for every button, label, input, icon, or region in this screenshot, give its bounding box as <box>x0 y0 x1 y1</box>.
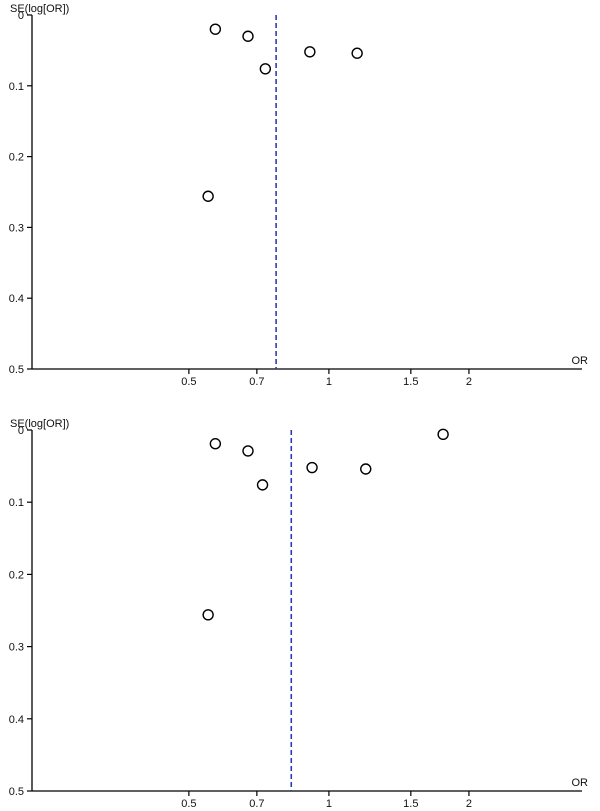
study-point <box>437 428 449 441</box>
x-tick-label: 0.7 <box>249 376 264 388</box>
study-point <box>202 609 214 621</box>
y-tick-label: 0.3 <box>9 222 24 234</box>
study-point <box>351 47 363 59</box>
study-point <box>304 46 316 58</box>
y-tick-label: 0.2 <box>9 569 24 581</box>
y-tick-label: 0.1 <box>9 81 24 93</box>
y-tick-label: 0 <box>18 425 24 437</box>
study-point <box>360 463 372 475</box>
x-axis-label: OR <box>572 355 589 367</box>
y-tick-label: 0.2 <box>9 152 24 164</box>
y-tick-label: 0.5 <box>9 364 24 376</box>
x-tick-label: 1.5 <box>403 798 418 810</box>
x-tick-label: 0.7 <box>249 798 264 810</box>
y-tick-label: 0 <box>18 10 24 22</box>
x-tick-label: 2 <box>466 376 472 388</box>
y-axis-label: SE(log[OR]) <box>10 418 69 430</box>
study-point <box>256 479 269 491</box>
x-tick-label: 1 <box>326 798 332 810</box>
x-tick-label: 0.5 <box>181 798 196 810</box>
x-tick-label: 0.5 <box>181 376 196 388</box>
x-tick-label: 1 <box>326 376 332 388</box>
x-tick-label: 2 <box>466 798 472 810</box>
study-point <box>259 63 272 75</box>
study-point <box>306 461 318 474</box>
y-tick-label: 0.3 <box>9 642 24 654</box>
y-tick-label: 0.5 <box>9 786 24 798</box>
funnel-plot-2: 0 0.1 0.2 0.3 0.4 0.5 0.5 0.7 1 1.5 2 SE(log[OR]) OR <box>9 418 588 810</box>
x-tick-label: 1.5 <box>403 376 418 388</box>
study-point <box>242 445 254 457</box>
y-tick-label: 0.1 <box>9 497 24 509</box>
study-point <box>209 23 222 35</box>
x-axis-label: OR <box>572 777 589 789</box>
y-axis-label: SE(log[OR]) <box>10 3 69 15</box>
y-tick-label: 0.4 <box>9 714 24 726</box>
y-tick-label: 0.4 <box>9 293 24 305</box>
study-point <box>209 438 222 450</box>
funnel-plot-1: 0 0.1 0.2 0.3 0.4 0.5 0.5 0.7 1 1.5 2 SE(log[OR]) OR <box>9 3 588 388</box>
study-point <box>202 190 214 202</box>
study-point <box>242 30 254 42</box>
